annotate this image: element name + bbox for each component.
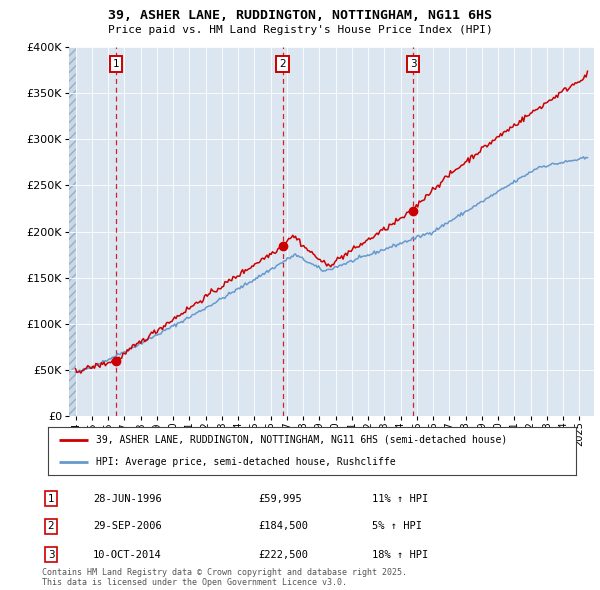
Bar <box>69 47 76 416</box>
Text: 39, ASHER LANE, RUDDINGTON, NOTTINGHAM, NG11 6HS (semi-detached house): 39, ASHER LANE, RUDDINGTON, NOTTINGHAM, … <box>95 435 507 445</box>
Text: £59,995: £59,995 <box>258 494 302 503</box>
Text: 10-OCT-2014: 10-OCT-2014 <box>93 550 162 559</box>
Text: Price paid vs. HM Land Registry's House Price Index (HPI): Price paid vs. HM Land Registry's House … <box>107 25 493 35</box>
Text: 2: 2 <box>47 522 55 531</box>
Text: 1: 1 <box>47 494 55 503</box>
Text: 28-JUN-1996: 28-JUN-1996 <box>93 494 162 503</box>
Text: 11% ↑ HPI: 11% ↑ HPI <box>372 494 428 503</box>
Text: 3: 3 <box>47 550 55 559</box>
Text: 39, ASHER LANE, RUDDINGTON, NOTTINGHAM, NG11 6HS: 39, ASHER LANE, RUDDINGTON, NOTTINGHAM, … <box>108 9 492 22</box>
Text: Contains HM Land Registry data © Crown copyright and database right 2025.
This d: Contains HM Land Registry data © Crown c… <box>42 568 407 587</box>
Text: 2: 2 <box>280 59 286 69</box>
Text: 5% ↑ HPI: 5% ↑ HPI <box>372 522 422 531</box>
Text: £222,500: £222,500 <box>258 550 308 559</box>
Text: 29-SEP-2006: 29-SEP-2006 <box>93 522 162 531</box>
Text: 18% ↑ HPI: 18% ↑ HPI <box>372 550 428 559</box>
Text: £184,500: £184,500 <box>258 522 308 531</box>
Text: HPI: Average price, semi-detached house, Rushcliffe: HPI: Average price, semi-detached house,… <box>95 457 395 467</box>
Text: 1: 1 <box>113 59 119 69</box>
Text: 3: 3 <box>410 59 416 69</box>
